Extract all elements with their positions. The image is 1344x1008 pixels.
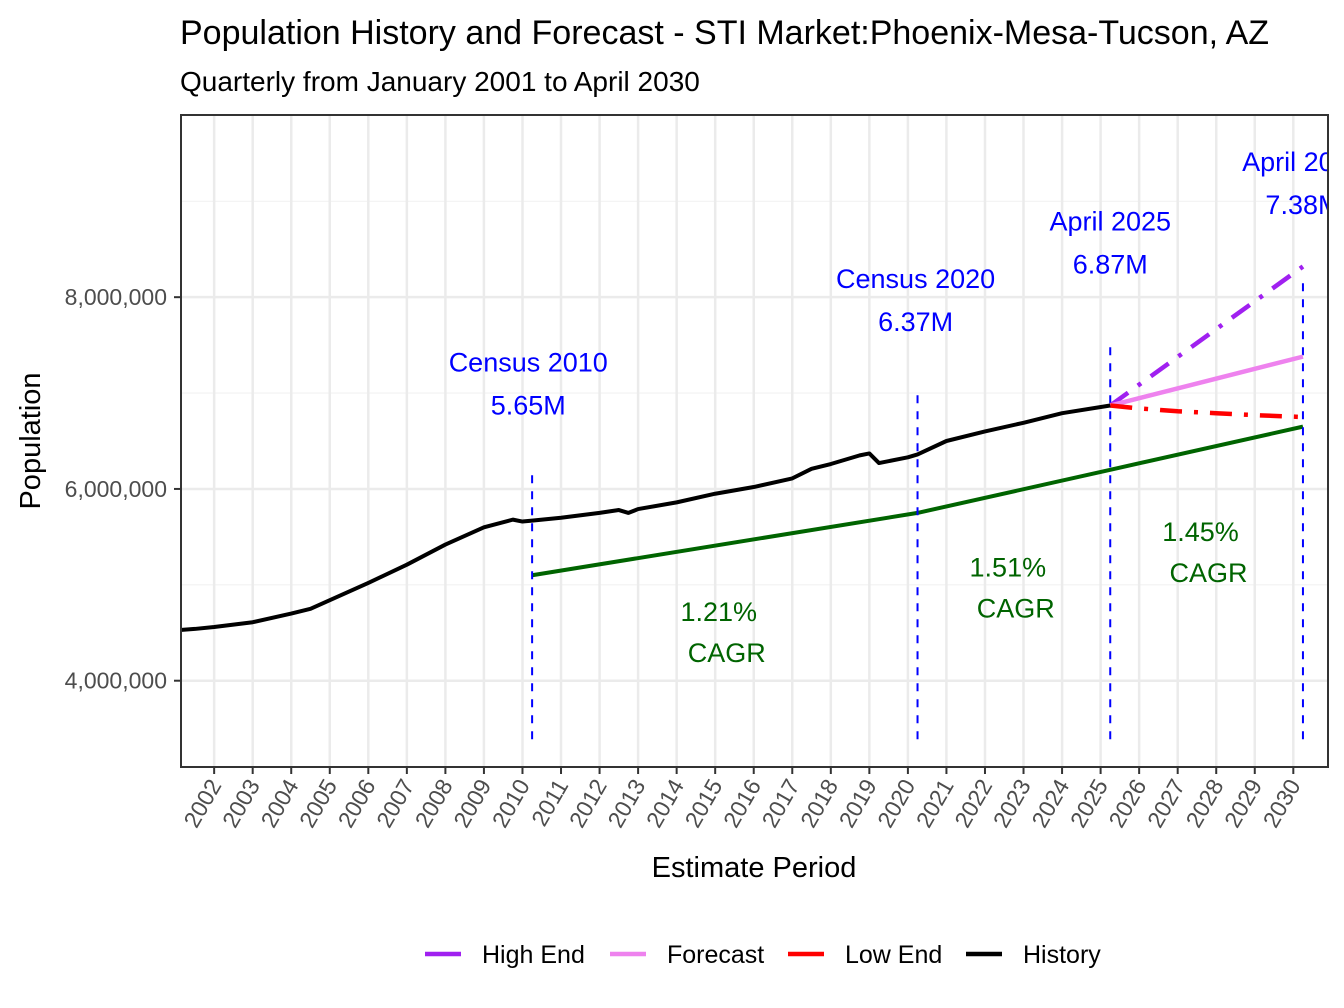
x-tick-label: 2007 xyxy=(371,775,419,832)
x-tick-label: 2028 xyxy=(1180,775,1228,832)
series-line-history xyxy=(181,403,1111,632)
legend-label: Low End xyxy=(845,941,942,969)
x-tick-label: 2025 xyxy=(1065,775,1113,832)
y-tick-label: 8,000,000 xyxy=(65,284,167,310)
chart-title: Population History and Forecast - STI Ma… xyxy=(180,14,1269,52)
y-tick-label: 6,000,000 xyxy=(65,476,167,502)
x-tick-label: 2029 xyxy=(1219,775,1267,832)
series-line-high-end xyxy=(1108,264,1305,408)
annotation-label: April 2025 xyxy=(1049,207,1171,237)
x-tick-label: 2023 xyxy=(988,775,1036,832)
legend-label: History xyxy=(1023,941,1101,969)
annotation-value: 5.65M xyxy=(491,390,566,420)
annotation-label: Census 2010 xyxy=(449,347,608,377)
legend-label: Forecast xyxy=(667,941,764,969)
x-tick-label: 2014 xyxy=(641,774,689,831)
chart-subtitle: Quarterly from January 2001 to April 203… xyxy=(180,66,700,97)
annotation-value: 6.87M xyxy=(1073,250,1148,280)
plot-area: Census 2010 5.65M Census 2020 6.37M April 20… xyxy=(181,147,1344,740)
x-tick-label: 2009 xyxy=(448,775,496,832)
grid xyxy=(181,115,1328,767)
x-tick-label: 2015 xyxy=(679,775,727,832)
cagr-text-label: CAGR xyxy=(688,638,766,668)
x-tick-label: 2005 xyxy=(294,775,342,832)
x-tick-label: 2004 xyxy=(255,774,303,831)
x-axis-title: Estimate Period xyxy=(652,852,857,884)
x-tick-label: 2017 xyxy=(756,775,804,832)
annotation-value: 6.37M xyxy=(878,307,953,337)
x-tick-label: 2002 xyxy=(178,775,226,832)
y-tick-label: 4,000,000 xyxy=(65,668,167,694)
x-tick-label: 2022 xyxy=(949,775,997,832)
x-tick-label: 2024 xyxy=(1026,774,1074,831)
x-tick-label: 2010 xyxy=(487,775,535,832)
x-tick-label: 2027 xyxy=(1142,775,1190,832)
x-tick-label: 2018 xyxy=(795,775,843,832)
x-tick-label: 2019 xyxy=(834,775,882,832)
x-tick-label: 2020 xyxy=(872,775,920,832)
cagr-text-label: CAGR xyxy=(1170,558,1248,588)
legend: High End Forecast Low End History xyxy=(425,941,1101,969)
annotation-value: 7.38M xyxy=(1265,190,1340,220)
cagr-rate-label: 1.51% xyxy=(970,553,1047,583)
x-tick-label: 2013 xyxy=(602,775,650,832)
x-tick-label: 2006 xyxy=(333,775,381,832)
x-tick-label: 2016 xyxy=(718,775,766,832)
y-axis-title: Population xyxy=(15,372,47,509)
x-tick-label: 2030 xyxy=(1258,775,1306,832)
x-tick-label: 2021 xyxy=(911,775,959,832)
series-line-forecast xyxy=(1109,354,1304,408)
cagr-rate-label: 1.21% xyxy=(680,597,757,627)
annotation-label: April 2030 xyxy=(1242,147,1344,177)
x-tick-label: 2011 xyxy=(526,775,573,831)
x-tick-label: 2008 xyxy=(410,775,458,832)
x-tick-label: 2012 xyxy=(564,775,612,832)
legend-label: High End xyxy=(482,941,585,969)
cagr-rate-label: 1.45% xyxy=(1162,517,1239,547)
cagr-trend-line xyxy=(531,424,1304,578)
x-tick-label: 2003 xyxy=(217,775,265,832)
annotation-label: Census 2020 xyxy=(836,264,995,294)
x-tick-label: 2026 xyxy=(1103,775,1151,832)
series-line-low-end xyxy=(1110,403,1304,420)
cagr-text-label: CAGR xyxy=(977,594,1055,624)
